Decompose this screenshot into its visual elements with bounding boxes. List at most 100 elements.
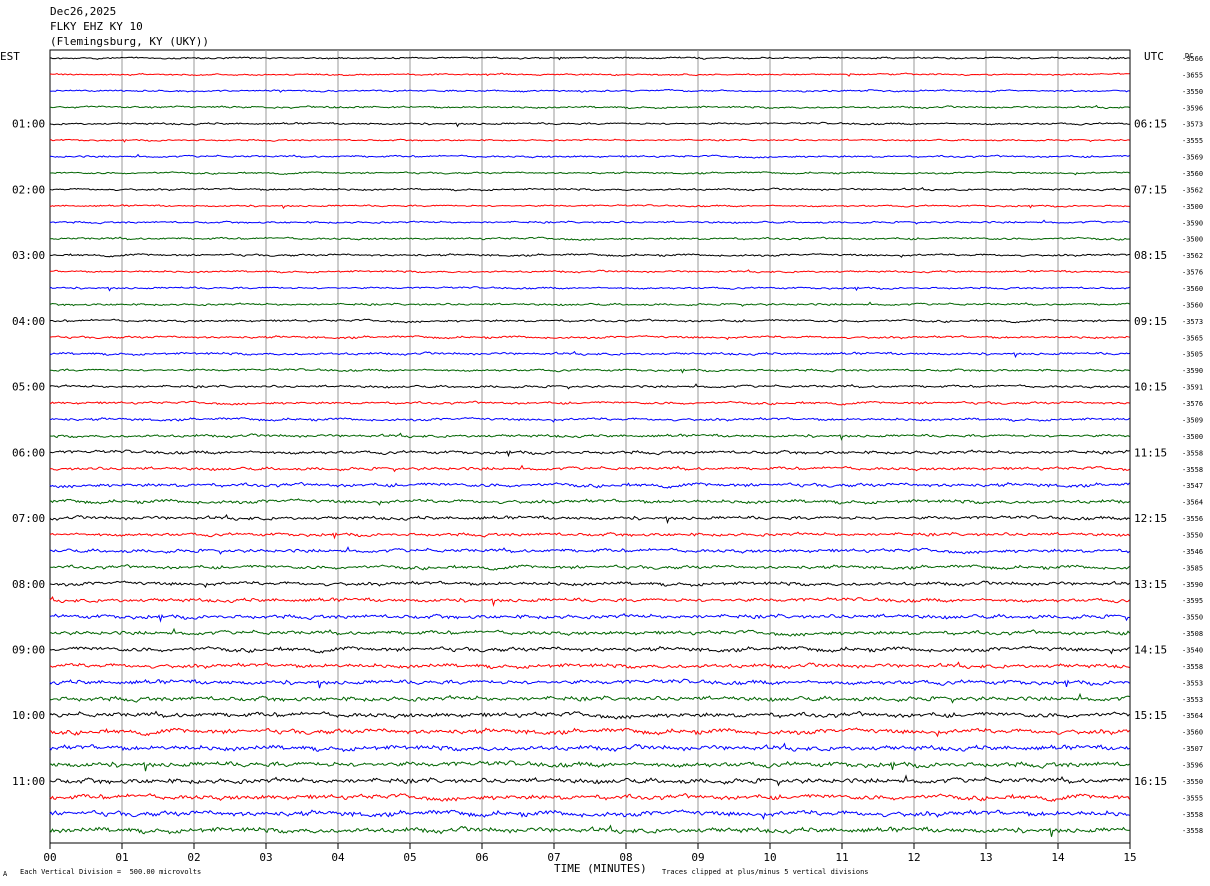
left-hour-label: 06:00 <box>12 446 45 459</box>
trace-row-28 <box>49 498 1130 506</box>
dc-offset-label: -3596 <box>1182 104 1203 112</box>
dc-offset-label: -3553 <box>1182 679 1203 687</box>
trace-row-35 <box>49 613 1130 623</box>
trace-row-43 <box>49 742 1130 753</box>
dc-offset-label: -3558 <box>1182 663 1203 671</box>
trace-row-6 <box>49 138 1130 143</box>
trace-row-3 <box>49 88 1130 93</box>
right-hour-label: 09:15 <box>1134 315 1167 328</box>
dc-offset-label: -3566 <box>1182 55 1203 63</box>
x-axis-title: TIME (MINUTES) <box>554 862 647 875</box>
dc-offset-label: -3558 <box>1182 827 1203 835</box>
clip-note: Traces clipped at plus/minus 5 vertical … <box>662 868 869 876</box>
trace-row-5 <box>49 121 1130 128</box>
right-hour-label: 11:15 <box>1134 446 1167 459</box>
dc-offset-label: -3565 <box>1182 334 1203 342</box>
dc-offset-label: -3558 <box>1182 811 1203 819</box>
right-hour-label: 16:15 <box>1134 775 1167 788</box>
right-hour-label: 14:15 <box>1134 643 1167 656</box>
x-tick-label: 14 <box>1051 851 1065 864</box>
trace-row-22 <box>49 400 1130 406</box>
dc-offset-label: -3547 <box>1182 482 1203 490</box>
x-tick-label: 12 <box>907 851 920 864</box>
header-location: (Flemingsburg, KY (UKY)) <box>50 35 209 48</box>
x-tick-label: 05 <box>403 851 416 864</box>
dc-offset-label: -3555 <box>1182 794 1203 802</box>
dc-offset-label: -3500 <box>1182 236 1203 244</box>
trace-row-46 <box>49 793 1130 802</box>
trace-row-48 <box>49 824 1130 837</box>
x-tick-label: 15 <box>1123 851 1136 864</box>
trace-row-24 <box>49 432 1130 441</box>
dc-offset-label: -3560 <box>1182 285 1203 293</box>
x-tick-label: 07 <box>547 851 560 864</box>
dc-offset-label: -3560 <box>1182 301 1203 309</box>
left-hour-label: 09:00 <box>12 643 45 656</box>
scale-note: Each Vertical Division = 500.00 microvol… <box>20 868 202 876</box>
trace-row-37 <box>49 645 1130 655</box>
dc-offset-label: -3573 <box>1182 121 1203 129</box>
trace-row-20 <box>50 368 1130 374</box>
left-hour-label: 01:00 <box>12 118 45 131</box>
trace-row-10 <box>49 204 1130 210</box>
dc-offset-label: -3576 <box>1182 269 1203 277</box>
dc-offset-label: -3590 <box>1182 367 1203 375</box>
dc-offset-label: -3509 <box>1182 416 1203 424</box>
left-hour-label: 08:00 <box>12 578 45 591</box>
trace-row-32 <box>50 564 1130 571</box>
plot-frame <box>49 49 1131 844</box>
left-hour-label: 04:00 <box>12 315 45 328</box>
trace-row-41 <box>49 710 1130 720</box>
right-hour-label: 06:15 <box>1134 118 1167 131</box>
trace-row-21 <box>49 383 1130 390</box>
x-tick-label: 02 <box>187 851 200 864</box>
trace-row-39 <box>49 678 1130 689</box>
left-hour-label: 10:00 <box>12 709 45 722</box>
dc-offset-label: -3553 <box>1182 696 1203 704</box>
x-tick-label: 00 <box>43 851 56 864</box>
right-hour-label: 13:15 <box>1134 578 1167 591</box>
x-tick-label: 11 <box>835 851 848 864</box>
dc-offset-label: -3576 <box>1182 400 1203 408</box>
dc-offset-label: -3655 <box>1182 71 1203 79</box>
dc-offset-label: -3560 <box>1182 729 1203 737</box>
dc-offset-label: -3569 <box>1182 154 1203 162</box>
dc-offset-label: -3562 <box>1182 252 1203 260</box>
left-timezone-label: EST <box>0 50 20 63</box>
trace-row-44 <box>49 760 1130 772</box>
dc-offset-label: -3573 <box>1182 318 1203 326</box>
trace-row-27 <box>49 481 1130 489</box>
trace-row-4 <box>50 104 1130 110</box>
trace-row-26 <box>49 464 1130 473</box>
dc-offset-label: -3550 <box>1182 531 1203 539</box>
trace-row-17 <box>49 318 1130 324</box>
dc-offset-label: -3500 <box>1182 203 1203 211</box>
dc-offset-label: -3591 <box>1182 384 1203 392</box>
trace-row-11 <box>49 219 1130 225</box>
trace-row-36 <box>49 627 1130 637</box>
dc-offset-label: -3562 <box>1182 186 1203 194</box>
right-hour-label: 15:15 <box>1134 709 1167 722</box>
dc-offset-label: -3508 <box>1182 630 1203 638</box>
trace-row-25 <box>49 449 1130 458</box>
dc-label: DC <box>1185 52 1193 60</box>
grid-lines <box>121 50 1059 843</box>
trace-row-30 <box>49 531 1130 540</box>
dc-offset-label: -3546 <box>1182 548 1203 556</box>
dc-offset-label: -3590 <box>1182 219 1203 227</box>
trace-row-18 <box>49 335 1130 341</box>
trace-row-29 <box>49 514 1130 525</box>
dc-offset-label: -3555 <box>1182 137 1203 145</box>
left-time-labels: 01:00 02:00 03:00 04:00 05:00 06:00 07:00 08:00… <box>12 118 45 788</box>
dc-offset-label: -3556 <box>1182 515 1203 523</box>
x-tick-label: 06 <box>475 851 488 864</box>
trace-row-42 <box>49 727 1130 738</box>
trace-row-31 <box>49 546 1130 555</box>
right-hour-label: 08:15 <box>1134 249 1167 262</box>
trace-row-15 <box>49 286 1130 292</box>
dc-offset-label: -3505 <box>1182 351 1203 359</box>
left-hour-label: 03:00 <box>12 249 45 262</box>
dc-offset-label: -3550 <box>1182 778 1203 786</box>
trace-row-40 <box>49 692 1130 704</box>
x-axis: 00 01 02 03 04 05 06 07 08 09 10 11 12 13 14 15 <box>43 843 1137 864</box>
